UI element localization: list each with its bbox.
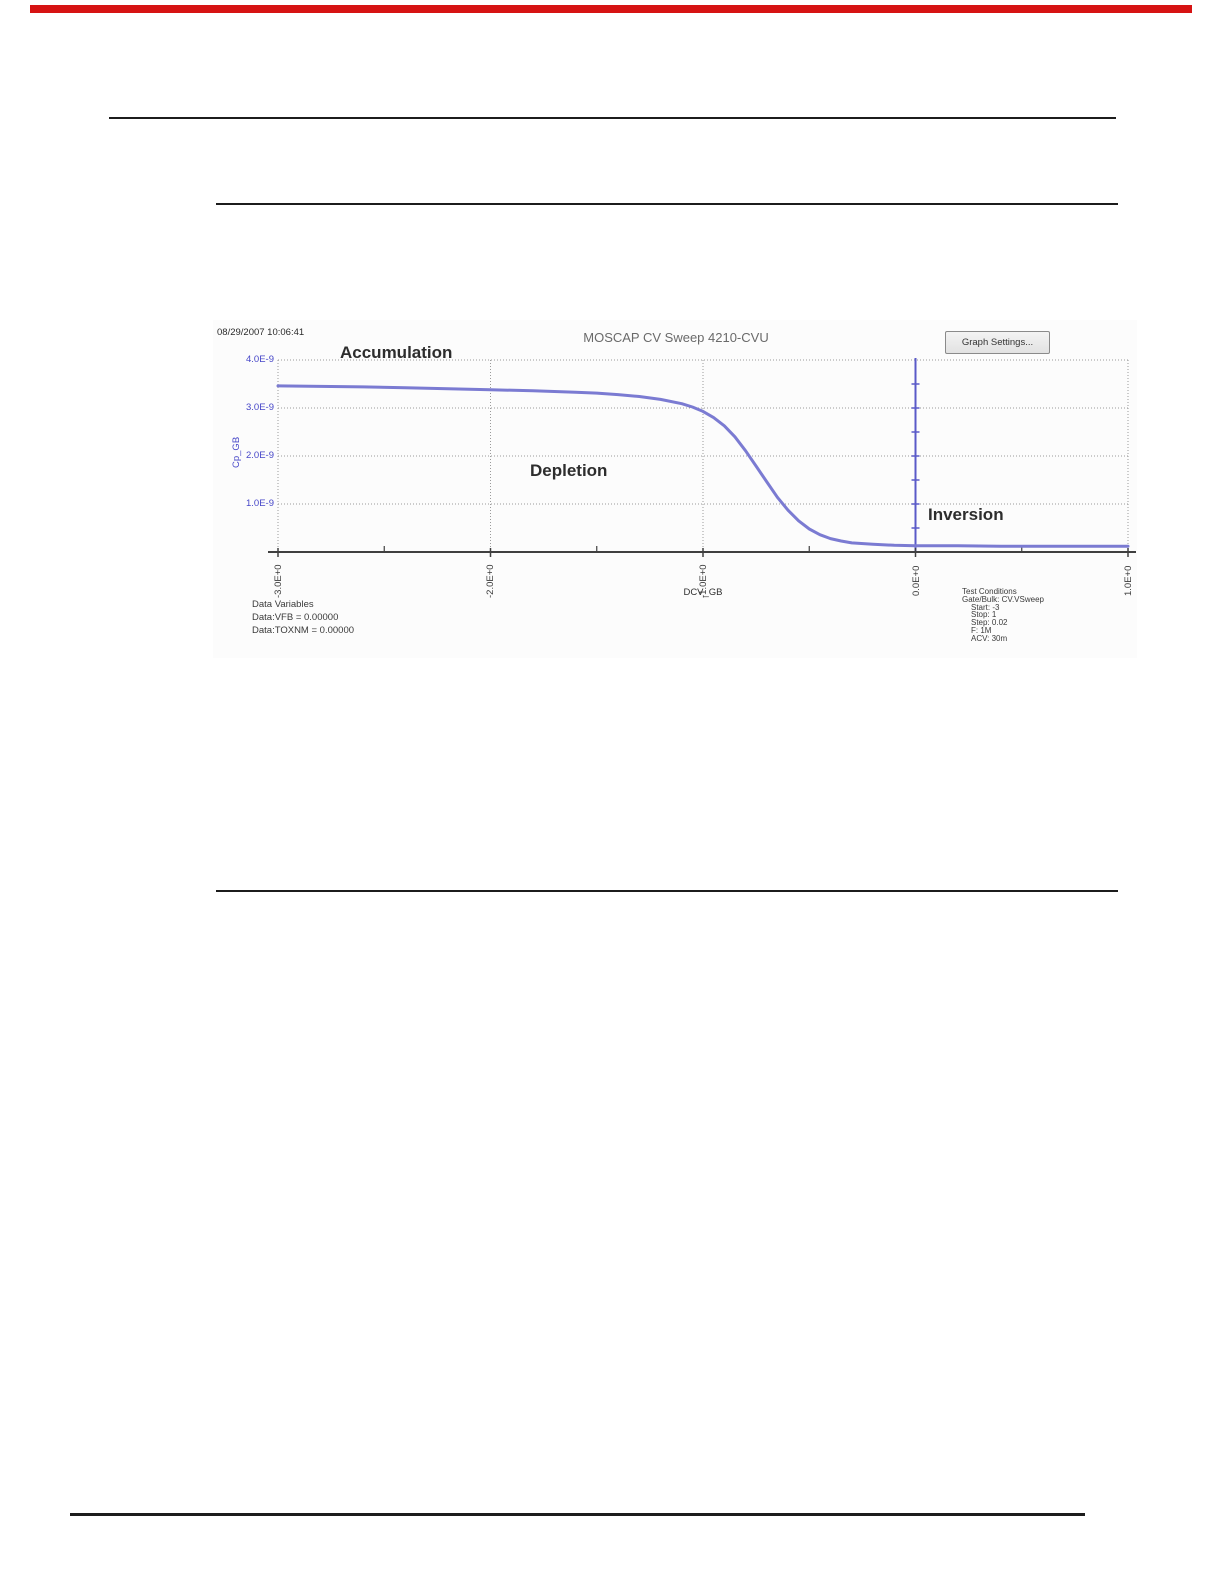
chart-figure [213, 320, 1137, 658]
cv-sweep-curve [276, 384, 1130, 548]
annotation-depletion: Depletion [530, 461, 608, 480]
chart-timestamp: 08/29/2007 10:06:41 [217, 327, 305, 338]
y-axis-label: Cp_GB [231, 436, 242, 468]
x-axis-label: DCV_GB [683, 587, 723, 598]
test-conditions-stop: Stop: 1 [971, 610, 997, 620]
test-conditions-step: Step: 0.02 [971, 618, 1008, 628]
data-variable-toxnm: Data:TOXNM = 0.00000 [252, 625, 355, 636]
graph-settings-button[interactable]: Graph Settings... [945, 331, 1050, 354]
data-variables-block: Data Variables Data:VFB = 0.00000 Data:T… [252, 598, 354, 637]
test-conditions-block: Test Conditions Gate/Bulk: CV.VSweep Sta… [962, 588, 1044, 643]
y-tick-label: 4.0E-9 [246, 354, 274, 365]
x-tick-label: -2.0E+0 [485, 564, 496, 598]
y-tick-label: 3.0E-9 [246, 402, 274, 413]
test-conditions-heading: Test Conditions [962, 587, 1017, 596]
y-tick-label: 2.0E-9 [246, 450, 274, 461]
section-rule-middle [216, 890, 1118, 892]
test-conditions-acv: ACV: 30m [971, 633, 1008, 643]
test-conditions-freq: F: 1M [971, 625, 992, 635]
test-conditions-sweep: Gate/Bulk: CV.VSweep [962, 594, 1044, 604]
header-rule-top [109, 117, 1116, 119]
data-variables-heading: Data Variables [252, 599, 314, 610]
section-rule-upper [216, 203, 1118, 205]
footer-rule [70, 1513, 1085, 1516]
annotation-inversion: Inversion [928, 505, 1004, 524]
data-variable-vfb: Data:VFB = 0.00000 [252, 612, 339, 623]
chart-title: MOSCAP CV Sweep 4210-CVU [583, 330, 769, 345]
x-tick-label: -3.0E+0 [273, 564, 284, 598]
x-tick-label: 0.0E+0 [911, 565, 922, 596]
top-red-bar [30, 5, 1192, 13]
x-tick-label: 1.0E+0 [1123, 565, 1134, 596]
test-conditions-start: Start: -3 [971, 602, 1000, 612]
annotation-accumulation: Accumulation [340, 343, 453, 362]
chart-plot-area [268, 358, 1136, 557]
y-tick-label: 1.0E-9 [246, 498, 274, 509]
